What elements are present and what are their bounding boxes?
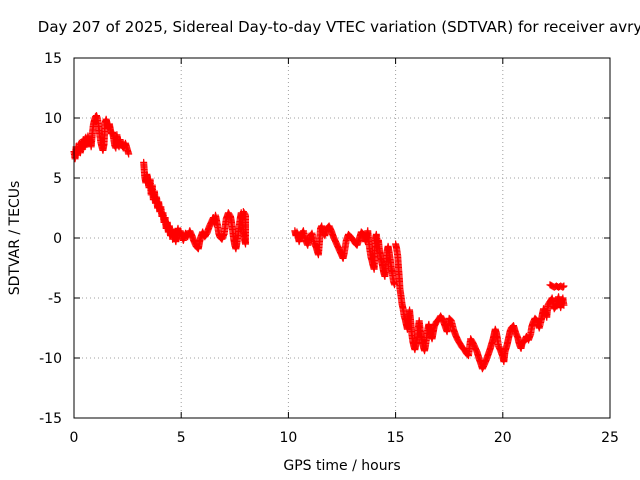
x-tick-label: 15 — [387, 430, 405, 446]
x-tick-label: 20 — [494, 430, 512, 446]
data-point — [560, 282, 568, 290]
axis-ticks: 0 5 10 15 20 25 -15 -10 -5 0 5 10 15 — [39, 51, 619, 446]
y-tick-label: 0 — [53, 231, 62, 247]
data-points — [70, 112, 568, 373]
y-tick-label: -15 — [39, 411, 62, 427]
data-point — [240, 209, 248, 217]
x-tick-label: 25 — [601, 430, 619, 446]
x-axis-label: GPS time / hours — [283, 458, 400, 474]
y-tick-label: 10 — [44, 111, 62, 127]
y-tick-label: 15 — [44, 51, 62, 67]
x-tick-label: 5 — [177, 430, 186, 446]
x-tick-label: 0 — [70, 430, 79, 446]
x-tick-label: 10 — [279, 430, 297, 446]
data-point — [125, 150, 133, 158]
y-tick-label: 5 — [53, 171, 62, 187]
data-point — [239, 208, 247, 216]
y-axis-label: SDTVAR / TECUs — [7, 181, 23, 296]
data-point — [560, 301, 568, 309]
y-tick-label: -5 — [48, 291, 62, 307]
grid — [74, 58, 610, 418]
y-tick-label: -10 — [39, 351, 62, 367]
chart-title: Day 207 of 2025, Sidereal Day-to-day VTE… — [38, 18, 640, 36]
